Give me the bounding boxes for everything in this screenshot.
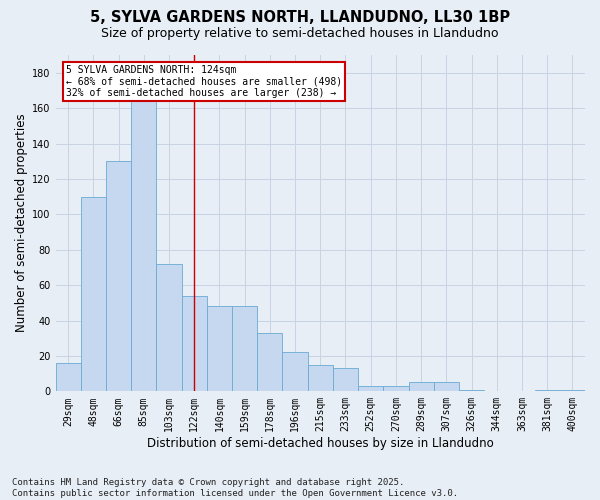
Bar	[157, 264, 182, 392]
Bar	[283, 352, 308, 392]
Text: Size of property relative to semi-detached houses in Llandudno: Size of property relative to semi-detach…	[101, 28, 499, 40]
Bar	[81, 196, 106, 392]
Bar	[308, 365, 333, 392]
Bar	[358, 386, 383, 392]
Text: 5, SYLVA GARDENS NORTH, LLANDUDNO, LL30 1BP: 5, SYLVA GARDENS NORTH, LLANDUDNO, LL30 …	[90, 10, 510, 25]
X-axis label: Distribution of semi-detached houses by size in Llandudno: Distribution of semi-detached houses by …	[147, 437, 494, 450]
Bar	[131, 100, 157, 392]
Bar	[207, 306, 232, 392]
Bar	[232, 306, 257, 392]
Text: 5 SYLVA GARDENS NORTH: 124sqm
← 68% of semi-detached houses are smaller (498)
32: 5 SYLVA GARDENS NORTH: 124sqm ← 68% of s…	[66, 65, 342, 98]
Bar	[383, 386, 409, 392]
Bar	[333, 368, 358, 392]
Bar	[535, 390, 560, 392]
Bar	[409, 382, 434, 392]
Bar	[560, 390, 585, 392]
Bar	[434, 382, 459, 392]
Bar	[459, 390, 484, 392]
Text: Contains HM Land Registry data © Crown copyright and database right 2025.
Contai: Contains HM Land Registry data © Crown c…	[12, 478, 458, 498]
Y-axis label: Number of semi-detached properties: Number of semi-detached properties	[15, 114, 28, 332]
Bar	[182, 296, 207, 392]
Bar	[106, 161, 131, 392]
Bar	[257, 333, 283, 392]
Bar	[56, 363, 81, 392]
